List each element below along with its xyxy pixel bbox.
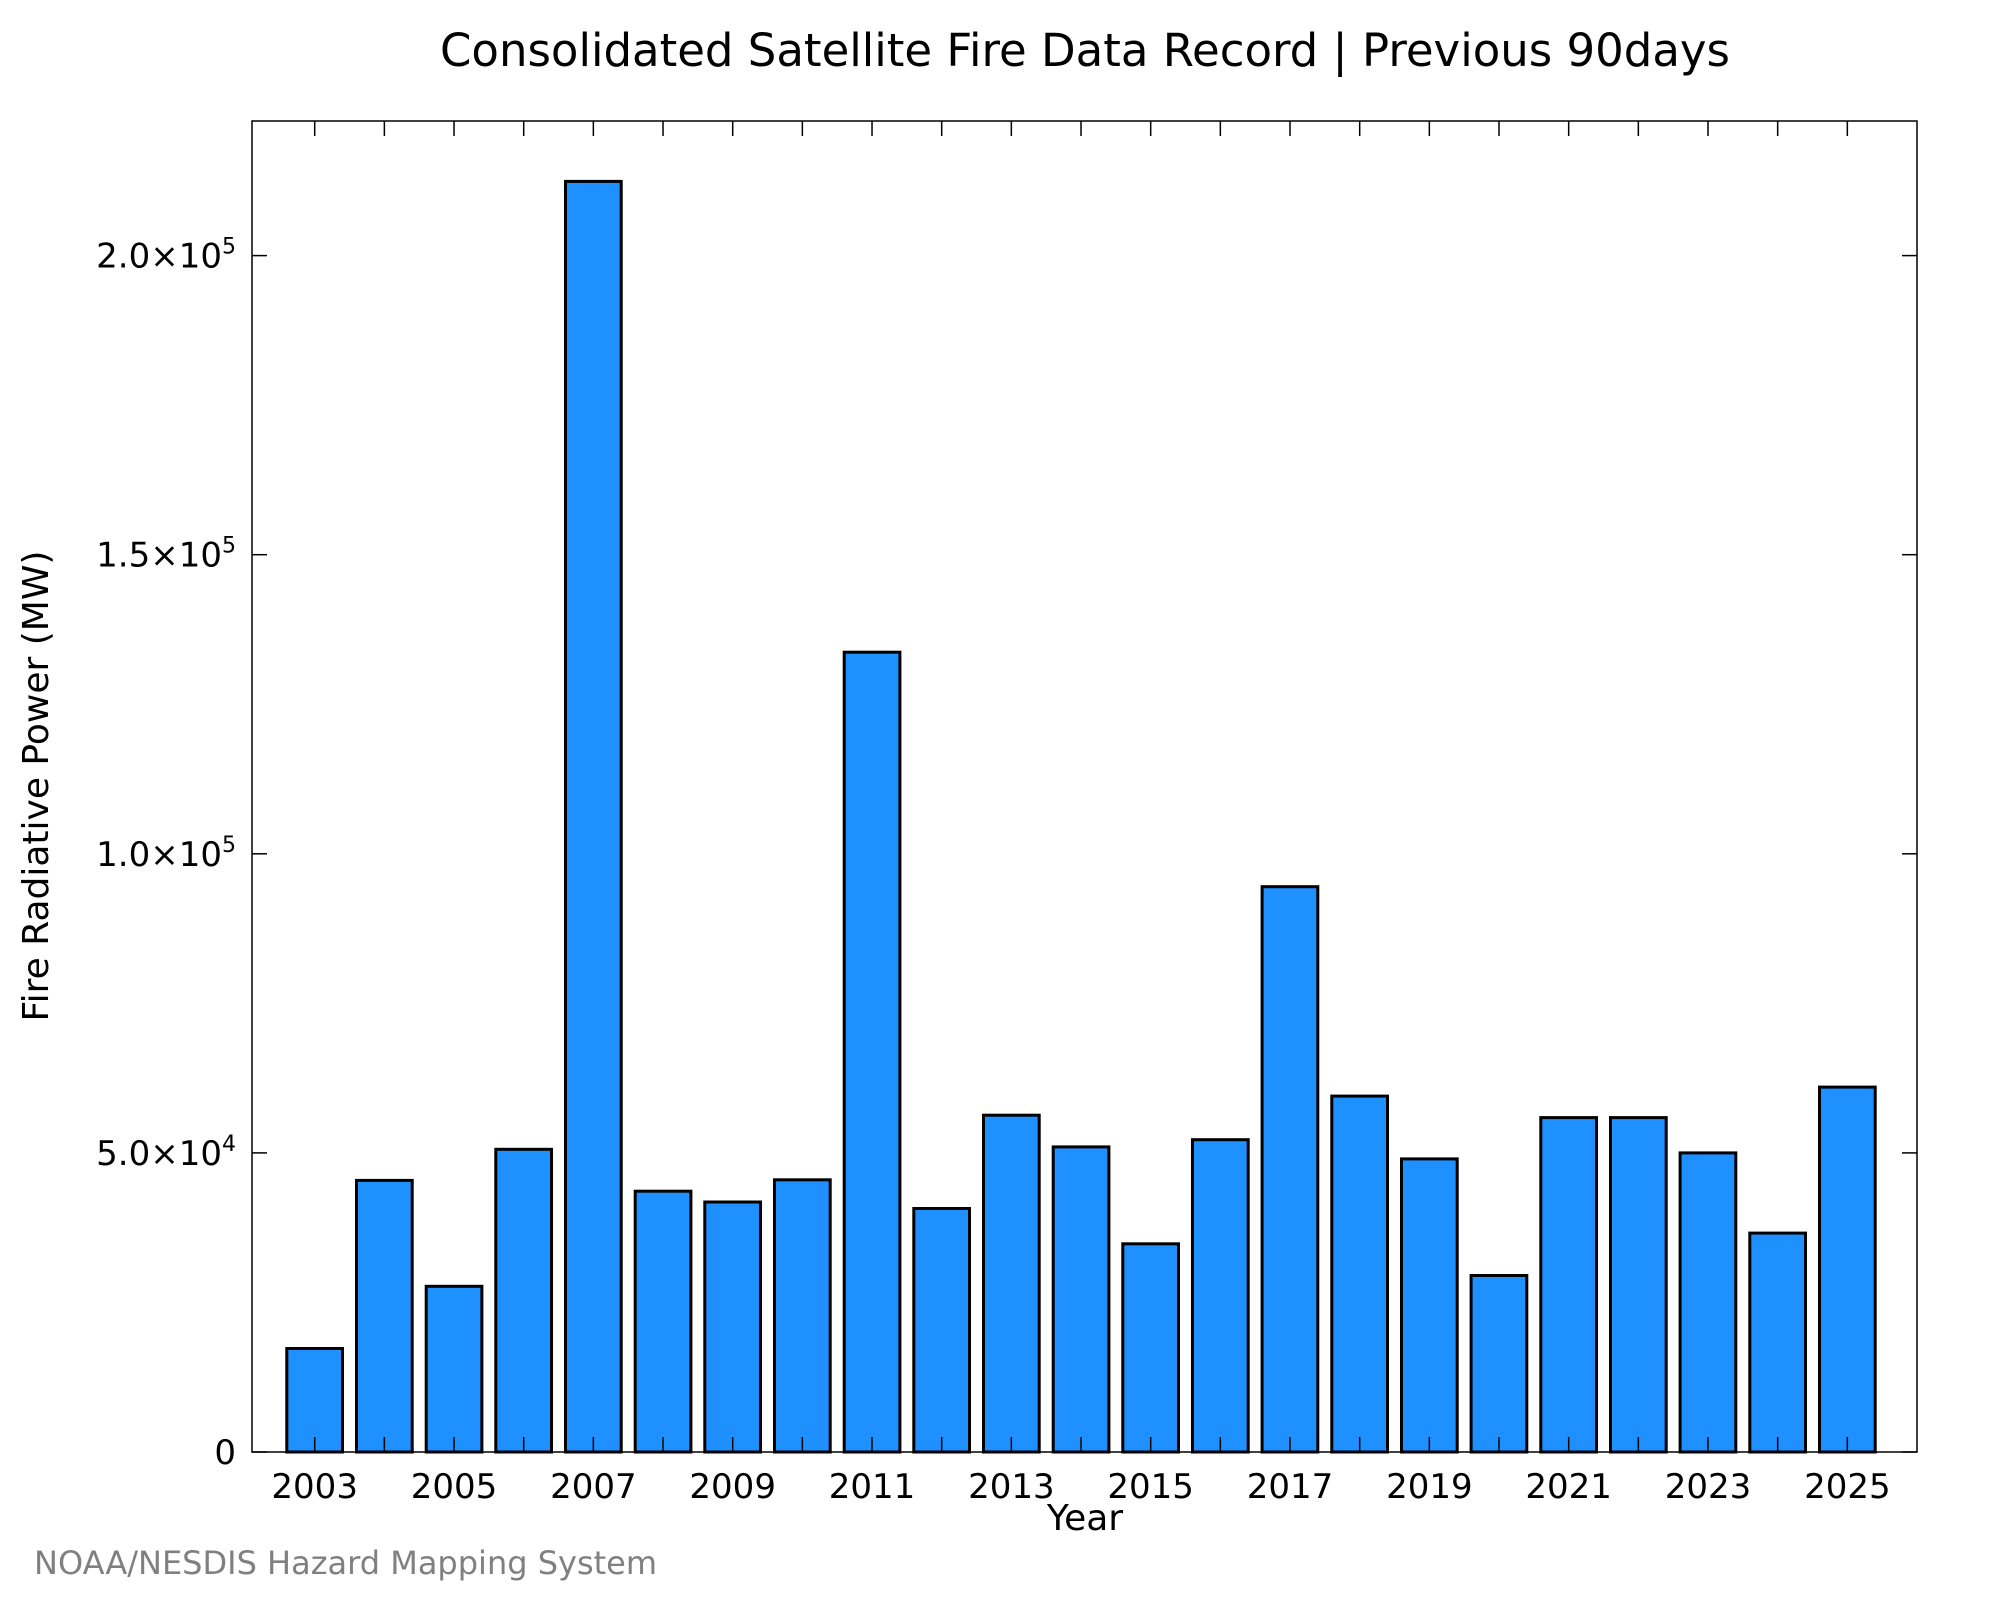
bar-2009 (703, 1200, 762, 1454)
y-tick-label-100000: 1.0×105 (96, 833, 236, 875)
x-tick-label-2003: 2003 (271, 1467, 358, 1507)
y-tick-label-150000: 1.5×105 (96, 534, 236, 576)
x-tick-label-2021: 2021 (1525, 1467, 1612, 1507)
y-axis-ticks: 0 5.0×104 1.0×105 1.5×105 2.0×105 (96, 235, 1917, 1473)
y-tick-label-0: 0 (214, 1433, 236, 1473)
bar-2023 (1678, 1151, 1738, 1454)
bar-2016 (1191, 1138, 1250, 1454)
bar-2019 (1400, 1157, 1459, 1454)
x-tick-label-2019: 2019 (1386, 1467, 1473, 1507)
chart-title: Consolidated Satellite Fire Data Record … (440, 24, 1730, 77)
bar-2005 (424, 1284, 484, 1454)
bar-2010 (773, 1178, 832, 1454)
y-tick-label-50000: 5.0×104 (96, 1132, 236, 1174)
bar-2020 (1469, 1274, 1529, 1454)
bar-2012 (912, 1207, 971, 1454)
bar-2021 (1539, 1116, 1599, 1454)
bar-2018 (1330, 1094, 1390, 1454)
plot-frame (251, 120, 1918, 1453)
x-tick-label-2005: 2005 (411, 1467, 498, 1507)
x-axis-title: Year (1046, 1498, 1123, 1539)
x-tick-label-2015: 2015 (1107, 1467, 1194, 1507)
bar-2004 (355, 1178, 414, 1454)
bar-2003 (285, 1347, 344, 1454)
x-tick-label-2017: 2017 (1247, 1467, 1334, 1507)
source-note: NOAA/NESDIS Hazard Mapping System (34, 1544, 657, 1582)
x-tick-label-2023: 2023 (1665, 1467, 1752, 1507)
x-tick-label-2013: 2013 (968, 1467, 1055, 1507)
bar-2015 (1121, 1242, 1181, 1454)
bar-2017 (1260, 885, 1320, 1454)
bar-2006 (494, 1147, 553, 1454)
x-tick-label-2007: 2007 (550, 1467, 637, 1507)
y-tick-label-200000: 2.0×105 (96, 235, 236, 277)
bar-2011 (842, 650, 902, 1454)
y-axis-title: Fire Radiative Power (MW) (16, 551, 57, 1022)
bar-2013 (982, 1113, 1041, 1454)
bar-2022 (1609, 1116, 1668, 1454)
bar-2008 (633, 1189, 693, 1454)
bar-2025 (1818, 1085, 1877, 1454)
x-tick-label-2025: 2025 (1804, 1467, 1891, 1507)
x-tick-label-2009: 2009 (689, 1467, 776, 1507)
bar-2014 (1051, 1145, 1111, 1454)
x-axis-ticks: 2003 2005 2007 2009 2011 2013 2015 2017 2019 2021… (271, 121, 1891, 1507)
x-tick-label-2011: 2011 (829, 1467, 916, 1507)
bars-group (285, 179, 1877, 1454)
bar-2024 (1748, 1231, 1808, 1454)
bar-2007 (564, 179, 623, 1454)
